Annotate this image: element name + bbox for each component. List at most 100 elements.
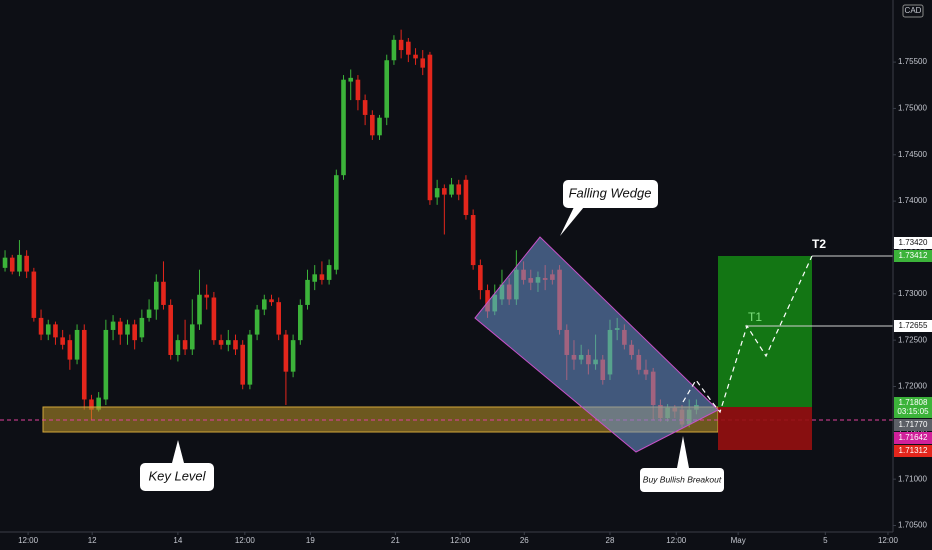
y-tick-label: 1.71000 [898,474,927,483]
callout-text: Buy Bullish Breakout [643,474,722,484]
callout-pointer [172,440,184,463]
candle-body [2,257,8,268]
loss-zone [718,407,812,450]
candle-body [348,77,354,82]
x-tick-label: 19 [306,536,315,545]
candle-body [89,399,94,410]
candle-body [334,175,339,270]
candle-body [384,60,390,118]
candle-body [355,79,361,101]
currency: CAD [905,6,922,15]
price-label: 1.73420 [899,238,928,247]
callout-box [640,468,724,492]
candle-body [153,281,159,310]
y-tick-label: 1.73000 [898,289,927,298]
price-label-box [894,419,932,431]
y-tick-label: 1.75000 [898,104,927,113]
candle-body [31,271,37,318]
callout-text: Falling Wedge [569,185,652,200]
x-tick-label: 12:00 [666,536,687,545]
candle-body [478,265,483,291]
countdown-label: 03:15:05 [897,407,929,416]
candle-body [362,100,368,115]
candle-body [463,179,469,216]
candle-body [319,274,325,280]
price-label-box [894,237,932,249]
y-tick-label: 1.72000 [898,382,927,391]
price-label: 1.71642 [899,433,928,442]
candle-body [326,265,332,280]
candle-body [117,321,123,335]
candle-body [434,188,440,198]
x-tick-label: May [731,536,746,545]
y-tick-label: 1.74000 [898,196,927,205]
candle-body [175,340,181,355]
candle-body [254,309,260,335]
price-label-box [894,320,932,332]
callout-text: Key Level [148,468,206,483]
candle-body [427,54,433,201]
x-tick-label: 12:00 [878,536,899,545]
candle-body [233,340,238,350]
y-tick-label: 1.70500 [898,521,927,530]
currency-badge [902,4,924,18]
axes: 1.705001.710001.715001.720001.725001.730… [18,57,927,545]
candle-body [67,340,73,360]
candle-body [269,299,274,303]
price-axis [893,0,932,550]
candle-body [398,39,404,51]
candle-body [9,257,15,272]
x-tick-label: 12 [88,536,97,545]
candle-body [125,324,130,335]
candle-body [103,329,109,400]
candle-body [96,397,101,410]
x-tick-label: 28 [606,536,615,545]
candle-body [240,344,245,385]
price-label: 1.71312 [899,446,928,455]
candle-body [485,290,490,312]
t2-label: T2 [812,237,826,251]
x-tick-label: 21 [391,536,400,545]
candle-body [81,329,87,400]
price-label-box [894,397,932,418]
candle-body [204,294,209,298]
candle-body [189,324,195,350]
price-label: 1.72655 [899,321,928,330]
profit-zone [718,256,812,407]
candle-body [420,58,426,68]
candle-body [139,317,145,338]
callout-box [140,463,214,491]
candle-body [146,309,152,318]
callout-pointer [560,207,584,236]
candle-body [312,274,318,282]
candle-body [168,304,173,355]
price-label: 1.73412 [899,251,928,260]
candle-body [225,340,231,345]
candle-body [261,299,267,310]
price-label-box [894,250,932,262]
candle-body [161,281,166,305]
x-tick-label: 26 [520,536,529,545]
candle-body [470,215,476,266]
x-tick-label: 14 [173,536,182,545]
candle-body [211,297,217,341]
candle-body [197,294,202,325]
candle-body [305,279,310,305]
candle-body [406,41,411,55]
price-label-box [894,445,932,457]
candle-body [182,340,188,350]
callout-pointer [677,436,689,468]
candle-body [110,321,116,330]
candle-body [370,114,375,136]
y-tick-label: 1.72500 [898,335,927,344]
candle-body [38,317,44,335]
candle-body [391,39,397,61]
candle-body [413,54,418,59]
y-tick-label: 1.74500 [898,150,927,159]
candle-body [290,340,296,372]
candle-body [341,79,346,176]
x-tick-label: 12:00 [18,536,39,545]
candle-body [276,302,282,335]
x-tick-label: 12:00 [235,536,256,545]
candle-body [442,188,447,195]
